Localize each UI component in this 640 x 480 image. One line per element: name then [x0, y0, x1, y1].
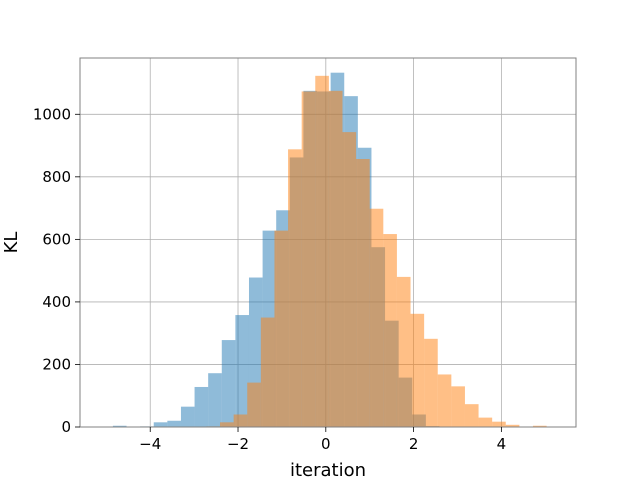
histogram-bar — [220, 422, 234, 427]
y-tick-label: 400 — [42, 293, 71, 311]
ticks: −4 −2 0 2 4 0 200 400 600 800 1000 — [33, 105, 506, 453]
histogram-bar — [328, 90, 343, 427]
x-tick-label: 2 — [409, 435, 419, 453]
histogram-bar — [260, 317, 275, 427]
histogram-bar — [342, 132, 357, 427]
x-tick-label: −2 — [227, 435, 249, 453]
x-tick-label: 0 — [321, 435, 331, 453]
histogram-bar — [451, 386, 465, 427]
y-tick-label: 200 — [42, 355, 71, 373]
histogram-bar — [478, 417, 493, 427]
histogram-bar — [492, 421, 506, 427]
bars — [112, 72, 547, 428]
series-1 — [206, 75, 547, 428]
histogram-bar — [221, 340, 236, 427]
y-axis-label: KL — [1, 232, 22, 254]
x-tick-label: 4 — [497, 435, 507, 453]
histogram-bar — [464, 404, 479, 427]
histogram-bar — [208, 373, 222, 427]
histogram-bar — [356, 159, 370, 428]
x-tick-label: −4 — [139, 435, 161, 453]
histogram-bar — [167, 420, 181, 427]
x-axis-label: iteration — [290, 460, 366, 480]
y-tick-label: 800 — [42, 168, 71, 186]
histogram-bar — [410, 313, 425, 427]
plot-frame — [79, 57, 577, 428]
histogram-bar — [235, 315, 249, 427]
histogram-bar — [274, 230, 289, 427]
histogram-bar — [437, 374, 452, 427]
histogram-bar — [288, 149, 302, 427]
histogram-bar — [315, 75, 329, 427]
histogram-bar — [112, 425, 127, 427]
histogram-bar — [180, 406, 195, 427]
histogram-bar — [153, 422, 168, 427]
histogram-bar — [383, 234, 397, 427]
histogram-bar — [424, 338, 438, 427]
histogram-bar — [532, 425, 547, 427]
histogram-bar — [247, 382, 261, 427]
y-tick-label: 1000 — [33, 105, 71, 123]
histogram-bar — [396, 276, 411, 427]
histogram-bar — [505, 424, 520, 427]
y-tick-label: 600 — [42, 230, 71, 248]
histogram-bar — [301, 91, 316, 427]
histogram-bar — [233, 414, 248, 427]
histogram-bar — [194, 386, 209, 427]
y-tick-label: 0 — [61, 418, 71, 436]
histogram-bar — [369, 208, 384, 427]
